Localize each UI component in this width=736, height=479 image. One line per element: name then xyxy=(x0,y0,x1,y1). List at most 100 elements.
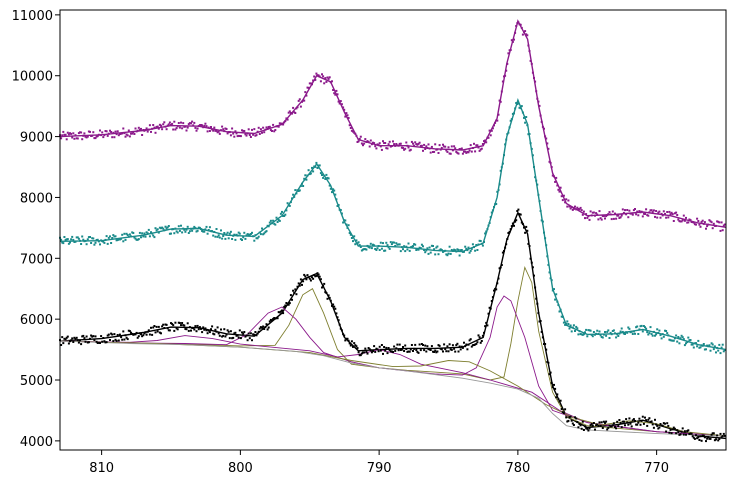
data-point xyxy=(239,337,242,340)
data-point xyxy=(217,332,220,335)
data-point xyxy=(691,435,694,438)
data-point xyxy=(190,227,192,230)
data-point xyxy=(160,332,162,335)
data-point xyxy=(413,144,416,147)
data-point xyxy=(141,335,144,338)
data-point xyxy=(466,249,469,252)
data-point xyxy=(146,130,149,133)
data-point xyxy=(366,244,369,247)
data-point xyxy=(572,324,575,327)
data-point xyxy=(303,177,306,180)
data-point xyxy=(229,330,232,333)
data-point xyxy=(582,333,585,336)
data-point xyxy=(206,232,209,235)
data-point xyxy=(305,94,308,97)
data-point xyxy=(356,141,359,143)
data-point xyxy=(665,216,668,219)
data-point xyxy=(237,134,240,137)
data-point xyxy=(408,350,411,353)
data-point xyxy=(701,344,704,347)
data-point xyxy=(166,226,169,229)
data-point xyxy=(523,116,525,119)
data-point xyxy=(128,330,131,333)
data-point xyxy=(612,422,615,425)
data-point xyxy=(111,237,114,239)
data-point xyxy=(707,345,710,348)
data-point xyxy=(436,350,439,353)
data-point xyxy=(468,149,471,152)
data-point xyxy=(301,283,303,286)
data-point xyxy=(147,228,150,231)
data-point xyxy=(703,436,706,439)
data-point xyxy=(509,119,512,122)
data-point xyxy=(448,245,451,248)
data-point xyxy=(353,131,356,134)
data-point xyxy=(380,247,383,250)
data-point xyxy=(617,425,620,428)
data-point xyxy=(389,241,392,244)
data-point xyxy=(456,248,459,251)
data-point xyxy=(474,150,477,153)
data-point xyxy=(597,333,600,335)
data-point xyxy=(143,332,146,335)
data-point xyxy=(247,233,250,236)
data-point xyxy=(578,423,581,425)
data-point xyxy=(238,232,241,235)
data-point xyxy=(69,340,71,343)
data-point xyxy=(470,150,473,153)
data-point xyxy=(501,251,504,254)
data-point xyxy=(543,231,545,234)
data-point xyxy=(686,221,689,224)
y-tick-label: 9000 xyxy=(20,131,53,146)
data-point xyxy=(679,337,682,340)
data-point xyxy=(293,111,296,114)
data-point xyxy=(585,328,588,331)
data-point xyxy=(399,349,402,351)
data-point xyxy=(455,250,458,253)
data-point xyxy=(659,423,662,425)
data-point xyxy=(548,373,551,376)
data-point xyxy=(289,201,292,204)
data-point xyxy=(600,336,603,338)
data-point xyxy=(376,348,379,351)
data-point xyxy=(715,438,717,441)
data-point xyxy=(558,190,561,193)
data-point xyxy=(84,340,87,343)
data-point xyxy=(394,245,397,247)
data-point xyxy=(148,235,151,238)
series-0 xyxy=(59,21,726,232)
data-point xyxy=(72,238,75,241)
data-point xyxy=(307,86,310,89)
data-point xyxy=(534,176,537,179)
data-point xyxy=(175,127,178,130)
data-point xyxy=(686,341,689,344)
data-point xyxy=(535,90,538,93)
data-point xyxy=(404,250,407,253)
data-point xyxy=(526,124,529,127)
data-point xyxy=(365,141,368,143)
data-point xyxy=(574,205,576,208)
data-point xyxy=(194,227,197,230)
data-point xyxy=(510,118,513,121)
data-point xyxy=(621,330,624,333)
data-point xyxy=(529,59,532,62)
data-point xyxy=(567,419,570,422)
data-point xyxy=(438,249,441,252)
data-point xyxy=(375,347,378,350)
data-point xyxy=(605,420,608,423)
data-point xyxy=(500,264,503,266)
data-point xyxy=(565,198,568,201)
data-point xyxy=(374,350,377,353)
data-point xyxy=(82,134,85,137)
data-point xyxy=(226,329,229,332)
data-point xyxy=(185,228,188,231)
data-point xyxy=(172,228,175,231)
data-point xyxy=(721,343,724,346)
data-point xyxy=(364,347,367,350)
data-point xyxy=(100,335,103,338)
data-point xyxy=(591,335,594,338)
data-point xyxy=(188,230,191,233)
data-point xyxy=(405,245,408,248)
data-point xyxy=(221,237,224,240)
data-point xyxy=(355,345,358,348)
